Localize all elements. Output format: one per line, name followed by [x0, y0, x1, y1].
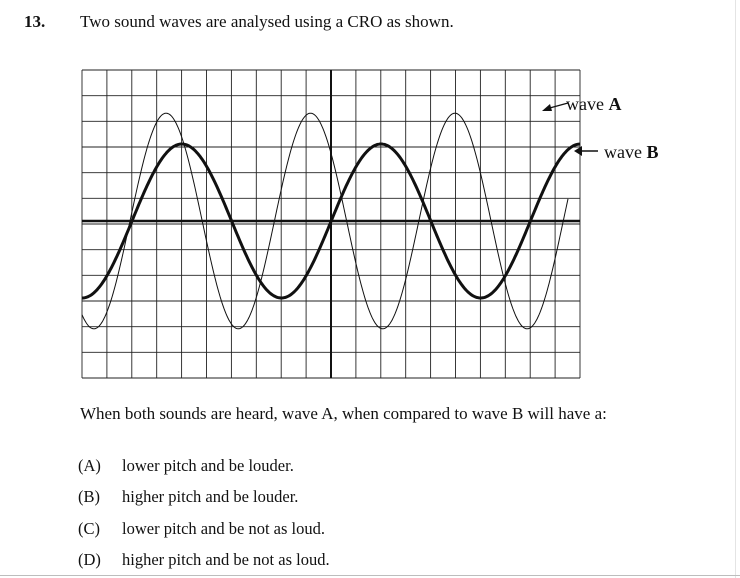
option-text: higher pitch and be louder. — [122, 487, 299, 506]
option-letter: (A) — [78, 456, 101, 475]
option-text: lower pitch and be not as loud. — [122, 519, 325, 538]
page-divider — [0, 575, 740, 576]
option-text: lower pitch and be louder. — [122, 456, 294, 475]
option-c[interactable]: (C) lower pitch and be not as loud. — [78, 519, 325, 539]
cro-figure: wave A wave B — [81, 69, 659, 379]
wave-b-label: wave B — [604, 142, 659, 162]
option-text: higher pitch and be not as loud. — [122, 550, 330, 569]
wave-b-trace — [82, 142, 581, 300]
question-stem: Two sound waves are analysed using a CRO… — [80, 12, 454, 31]
wave-b-pointer — [574, 146, 598, 156]
page-edge — [735, 0, 736, 578]
option-letter: (D) — [78, 550, 101, 569]
wave-a-trace — [81, 112, 569, 330]
option-a[interactable]: (A) lower pitch and be louder. — [78, 456, 294, 476]
option-letter: (B) — [78, 487, 100, 506]
question-number: 13. — [24, 12, 46, 31]
wave-a-label: wave A — [566, 94, 621, 114]
option-letter: (C) — [78, 519, 100, 538]
option-d[interactable]: (D) higher pitch and be not as loud. — [78, 550, 330, 570]
question-prompt: When both sounds are heard, wave A, when… — [80, 404, 607, 423]
option-b[interactable]: (B) higher pitch and be louder. — [78, 487, 298, 507]
wave-a-pointer — [542, 102, 569, 111]
